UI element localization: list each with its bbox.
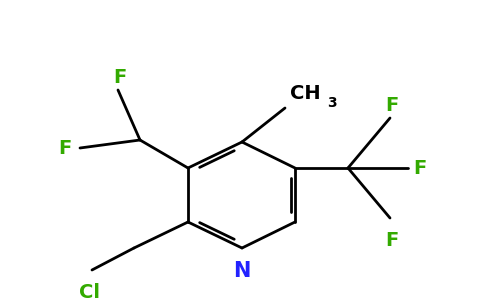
Text: 3: 3 [327, 96, 337, 110]
Text: F: F [113, 68, 127, 87]
Text: Cl: Cl [79, 283, 101, 300]
Text: CH: CH [290, 84, 320, 103]
Text: F: F [413, 158, 426, 178]
Text: F: F [385, 231, 399, 250]
Text: F: F [59, 139, 72, 158]
Text: N: N [233, 261, 251, 281]
Text: F: F [385, 96, 399, 115]
